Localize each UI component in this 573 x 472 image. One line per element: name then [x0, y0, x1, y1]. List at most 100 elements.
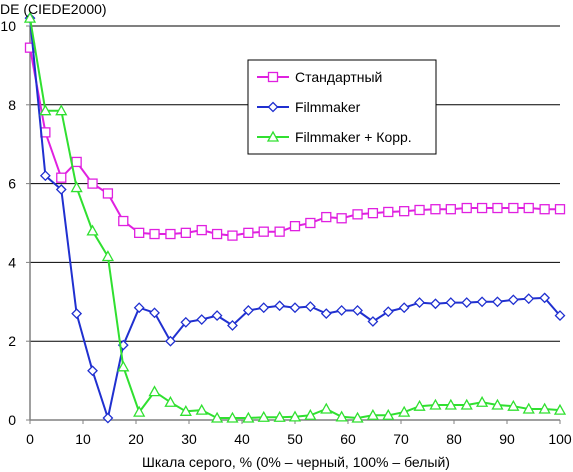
- data-point: [399, 206, 410, 217]
- grid-lines: [30, 25, 560, 342]
- data-point: [289, 302, 301, 314]
- data-point: [165, 335, 176, 347]
- data-point: [554, 310, 566, 322]
- data-point: [461, 297, 473, 309]
- data-point: [164, 395, 177, 407]
- data-point: [55, 104, 68, 116]
- data-point: [134, 227, 145, 239]
- data-point: [87, 365, 98, 377]
- data-point: [257, 410, 270, 422]
- data-point: [523, 202, 534, 214]
- data-point: [321, 211, 332, 223]
- legend-item: Filmmaker + Корр.: [257, 129, 412, 145]
- data-point: [352, 209, 363, 220]
- data-point: [539, 292, 551, 304]
- data-point: [445, 204, 456, 215]
- data-point: [227, 230, 238, 241]
- data-point: [39, 104, 52, 116]
- legend-label: Filmmaker: [295, 99, 361, 115]
- data-point: [507, 294, 519, 306]
- y-tick-label: 4: [8, 254, 16, 270]
- data-point: [101, 250, 115, 262]
- data-point: [242, 411, 255, 423]
- legend-label: Стандартный: [295, 69, 382, 85]
- data-point: [71, 308, 83, 320]
- x-tick-label: 90: [499, 431, 515, 447]
- data-point: [523, 293, 535, 305]
- series-lines: [23, 11, 567, 424]
- data-point: [304, 301, 316, 312]
- data-point: [196, 224, 207, 236]
- data-point: [39, 170, 51, 182]
- data-point: [414, 297, 425, 309]
- legend-marker: [266, 130, 280, 142]
- data-point: [367, 207, 379, 219]
- data-point: [460, 398, 473, 410]
- data-point: [491, 398, 504, 410]
- data-point: [492, 296, 503, 308]
- data-point: [351, 411, 364, 423]
- data-point: [289, 221, 301, 232]
- x-tick-label: 40: [234, 431, 250, 447]
- data-point: [227, 320, 238, 331]
- x-tick-label: 100: [548, 431, 572, 447]
- x-tick-label: 0: [26, 431, 34, 447]
- data-point: [352, 305, 363, 316]
- series-square: [24, 42, 566, 241]
- data-point: [492, 202, 503, 214]
- legend: Стандартный Filmmaker Filmmaker + Корр.: [247, 59, 437, 155]
- x-tick-label: 20: [128, 431, 144, 447]
- data-point: [336, 213, 347, 224]
- data-point: [273, 410, 286, 422]
- data-point: [117, 360, 130, 372]
- data-point: [320, 308, 332, 320]
- data-point: [382, 408, 395, 420]
- data-point: [366, 408, 380, 420]
- data-point: [71, 156, 82, 168]
- series-triangle: [23, 11, 567, 423]
- data-point: [382, 306, 394, 318]
- legend-label: Filmmaker + Корр.: [295, 129, 412, 145]
- data-point: [367, 316, 379, 327]
- data-point: [320, 402, 333, 414]
- data-point: [538, 402, 551, 414]
- data-point: [430, 298, 441, 310]
- data-point: [258, 302, 270, 314]
- data-point: [195, 403, 208, 415]
- data-point: [210, 411, 224, 423]
- y-tick-label: 2: [8, 333, 16, 349]
- data-point: [445, 297, 457, 309]
- data-point: [86, 224, 99, 236]
- data-point: [243, 227, 254, 239]
- data-point: [180, 227, 191, 239]
- legend-marker: [267, 101, 279, 113]
- data-point: [553, 403, 567, 415]
- data-point: [211, 228, 223, 240]
- data-point: [398, 302, 410, 314]
- legend-marker: [267, 71, 279, 83]
- data-point: [179, 404, 192, 416]
- y-tick-label: 0: [8, 412, 16, 428]
- data-point: [554, 204, 566, 215]
- data-point: [87, 178, 98, 189]
- data-point: [429, 398, 442, 410]
- y-tick-label: 8: [8, 97, 16, 113]
- series-diamond: [24, 12, 566, 424]
- data-point: [149, 228, 160, 240]
- y-axis-title: DE (CIEDE2000): [0, 1, 107, 17]
- data-point: [133, 405, 146, 417]
- data-point: [211, 310, 223, 322]
- x-tick-label: 30: [181, 431, 197, 447]
- data-point: [165, 228, 176, 240]
- data-point: [305, 217, 316, 229]
- data-point: [258, 226, 269, 237]
- data-point: [56, 172, 67, 183]
- data-point: [55, 184, 67, 195]
- data-point: [430, 204, 441, 215]
- data-point: [288, 410, 302, 422]
- data-point: [475, 395, 489, 407]
- y-tick-label: 6: [8, 176, 16, 192]
- data-point: [335, 410, 348, 422]
